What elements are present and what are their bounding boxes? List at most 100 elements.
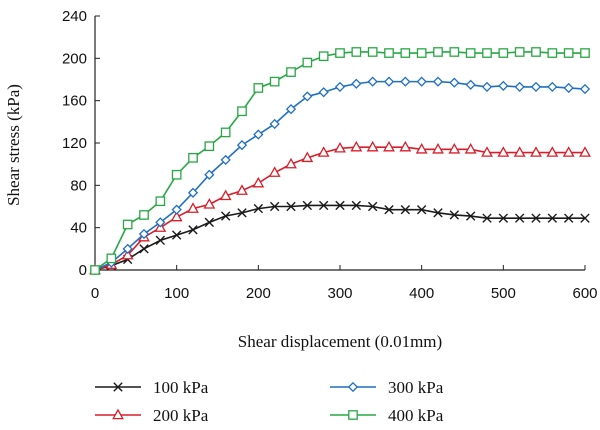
data-point-100-kpa <box>253 203 264 214</box>
data-point-400-kpa <box>498 48 509 58</box>
data-point-400-kpa <box>220 127 231 138</box>
data-point-300-kpa <box>481 81 493 93</box>
data-point-400-kpa <box>335 48 345 58</box>
data-point-400-kpa <box>122 219 133 230</box>
data-point-100-kpa <box>269 201 280 212</box>
data-point-100-kpa <box>531 213 541 223</box>
data-point-400-kpa <box>237 106 247 117</box>
data-point-400-kpa <box>580 48 590 58</box>
y-tick-label: 200 <box>62 50 87 67</box>
data-point-400-kpa <box>155 196 166 207</box>
data-point-100-kpa <box>155 235 166 246</box>
x-axis-title: Shear displacement (0.01mm) <box>238 332 442 351</box>
data-point-200-kpa <box>579 146 591 157</box>
data-point-400-kpa <box>269 76 280 87</box>
data-point-100-kpa <box>384 204 394 215</box>
data-point-200-kpa <box>317 146 330 157</box>
tick-labels: 0 40 80 120 160 200 240 0 100 200 300 400 500 600 <box>62 8 598 302</box>
series-line-200-kpa <box>94 146 585 271</box>
legend-marker <box>348 410 358 420</box>
data-point-300-kpa <box>579 83 591 95</box>
data-point-400-kpa <box>547 48 558 58</box>
data-point-100-kpa <box>318 200 329 211</box>
data-point-300-kpa <box>514 81 525 93</box>
x-tick-label: 400 <box>409 285 434 302</box>
data-point-300-kpa <box>465 79 476 90</box>
data-point-200-kpa <box>301 151 314 163</box>
data-point-400-kpa <box>139 210 149 220</box>
y-tick-label: 80 <box>70 177 87 194</box>
data-point-300-kpa <box>449 77 460 88</box>
data-point-400-kpa <box>531 47 541 57</box>
series-100-kpa <box>90 200 590 275</box>
data-point-100-kpa <box>220 211 231 221</box>
legend-label: 400 kPa <box>388 406 444 425</box>
data-point-100-kpa <box>498 213 509 223</box>
data-point-200-kpa <box>399 140 412 152</box>
data-point-300-kpa <box>367 76 378 87</box>
data-point-200-kpa <box>252 176 265 188</box>
series-400-kpa <box>90 47 590 275</box>
data-point-200-kpa <box>203 198 216 209</box>
data-point-100-kpa <box>335 200 345 211</box>
data-point-400-kpa <box>171 169 182 180</box>
data-point-300-kpa <box>547 81 558 93</box>
legend-label: 200 kPa <box>153 406 209 425</box>
data-point-200-kpa <box>268 166 281 177</box>
data-point-400-kpa <box>90 265 100 275</box>
data-point-400-kpa <box>514 47 525 57</box>
legend: 100 kPa 200 kPa 300 kPa 400 kPa <box>95 378 444 425</box>
data-point-400-kpa <box>318 51 329 62</box>
x-tick-label: 300 <box>327 285 352 302</box>
data-point-200-kpa <box>530 146 542 157</box>
data-point-200-kpa <box>334 141 346 153</box>
data-point-100-kpa <box>286 201 296 212</box>
data-point-400-kpa <box>286 67 296 77</box>
data-point-400-kpa <box>433 47 443 57</box>
data-point-200-kpa <box>170 210 183 222</box>
data-point-100-kpa <box>433 208 443 218</box>
data-point-100-kpa <box>416 204 427 215</box>
data-point-300-kpa <box>563 82 574 94</box>
data-point-300-kpa <box>351 78 362 89</box>
data-point-300-kpa <box>253 129 264 140</box>
data-point-300-kpa <box>530 81 542 93</box>
x-tick-label: 100 <box>164 285 189 302</box>
y-axis-title: Shear stress (kPa) <box>4 84 23 206</box>
data-point-300-kpa <box>155 217 166 228</box>
data-point-400-kpa <box>482 48 492 58</box>
data-point-300-kpa <box>138 228 150 240</box>
data-point-300-kpa <box>498 80 509 91</box>
data-point-100-kpa <box>204 217 215 228</box>
data-point-100-kpa <box>367 201 378 212</box>
data-point-100-kpa <box>188 225 198 235</box>
data-point-200-kpa <box>187 202 199 213</box>
data-point-200-kpa <box>366 140 379 152</box>
data-point-100-kpa <box>139 244 149 254</box>
data-point-400-kpa <box>253 83 264 93</box>
data-point-100-kpa <box>563 213 574 223</box>
data-point-300-kpa <box>204 169 215 180</box>
data-point-300-kpa <box>318 87 329 98</box>
y-tick-label: 240 <box>62 8 87 25</box>
x-tick-label: 0 <box>91 285 99 302</box>
data-point-400-kpa <box>416 48 427 58</box>
data-point-300-kpa <box>269 118 280 130</box>
data-point-300-kpa <box>416 76 427 87</box>
data-point-400-kpa <box>449 47 460 57</box>
data-point-400-kpa <box>106 253 117 264</box>
data-point-400-kpa <box>351 47 362 57</box>
data-point-400-kpa <box>384 48 394 58</box>
data-point-200-kpa <box>481 146 493 157</box>
y-tick-label: 40 <box>70 220 87 237</box>
data-point-300-kpa <box>334 81 346 93</box>
data-point-300-kpa <box>302 91 313 102</box>
data-point-200-kpa <box>464 143 477 154</box>
legend-marker <box>347 381 359 393</box>
data-point-300-kpa <box>187 187 199 198</box>
legend-marker <box>113 382 123 392</box>
data-point-400-kpa <box>367 47 378 57</box>
data-point-100-kpa <box>482 213 492 223</box>
data-point-300-kpa <box>400 76 411 87</box>
